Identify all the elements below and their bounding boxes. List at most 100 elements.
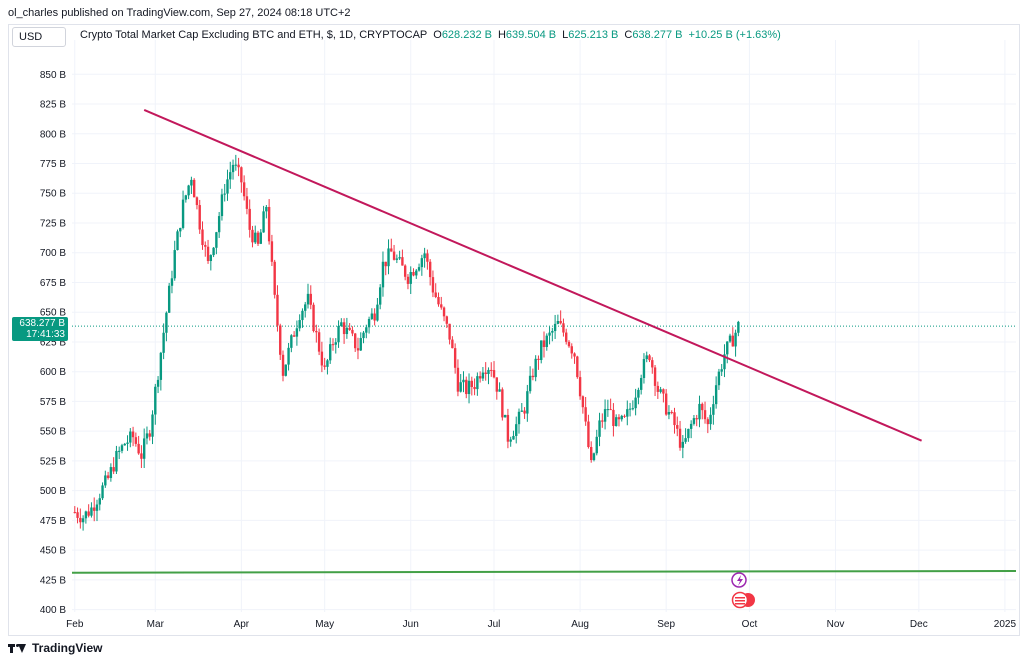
candle-body	[509, 439, 512, 442]
candle-body	[115, 450, 118, 472]
candle-body	[695, 418, 698, 420]
candle-body	[459, 382, 462, 392]
candle-body	[720, 369, 723, 372]
currency-button[interactable]: USD	[12, 27, 66, 47]
candle-body	[595, 436, 598, 454]
candle-body	[659, 389, 662, 392]
candle-body	[603, 409, 607, 422]
footer-brand[interactable]: TradingView	[8, 641, 102, 655]
candle-body	[681, 441, 685, 448]
candle-body	[84, 511, 88, 519]
candle-body	[617, 417, 621, 420]
candle-body	[273, 261, 276, 295]
candle-body	[437, 297, 440, 305]
close-value: 638.277 B	[632, 29, 683, 41]
candle-body	[365, 327, 368, 333]
candle-body	[492, 370, 496, 378]
candle-body	[317, 332, 321, 352]
candle-body	[501, 389, 504, 418]
candle-body	[262, 211, 265, 233]
candle-body	[559, 320, 562, 324]
candle-body	[453, 348, 457, 368]
candle-body	[584, 407, 587, 422]
candle-body	[601, 420, 604, 422]
candle-body	[526, 391, 529, 414]
candle-body	[548, 332, 551, 336]
candle-body	[220, 194, 224, 217]
y-tick-label: 750 B	[40, 189, 66, 200]
candle-body	[337, 326, 340, 343]
candles	[73, 154, 740, 531]
candle-body	[306, 293, 310, 305]
candle-body	[190, 179, 193, 186]
candle-body	[120, 445, 124, 451]
y-tick-label: 425 B	[40, 575, 66, 586]
candle-body	[215, 232, 218, 248]
candle-body	[295, 328, 299, 337]
y-tick-label: 650 B	[40, 308, 66, 319]
y-tick-label: 625 B	[40, 337, 66, 348]
y-tick-label: 700 B	[40, 248, 66, 259]
candle-body	[678, 428, 682, 448]
candle-body	[320, 351, 324, 366]
candle-body	[206, 246, 210, 262]
candle-body	[95, 504, 99, 511]
candle-body	[403, 265, 407, 277]
candle-body	[537, 358, 540, 360]
flag-stripe	[735, 603, 745, 605]
candle-body	[737, 321, 740, 333]
candle-body	[234, 164, 238, 166]
candle-body	[93, 507, 96, 511]
y-tick-label: 475 B	[40, 516, 66, 527]
candle-body	[667, 412, 671, 415]
candle-body	[395, 258, 399, 260]
candle-body	[370, 313, 374, 319]
candle-body	[409, 272, 412, 284]
y-tick-label: 400 B	[40, 605, 66, 616]
candle-body	[517, 411, 521, 425]
candle-body	[142, 438, 146, 459]
candle-body	[445, 316, 449, 324]
candle-body	[726, 341, 729, 355]
candle-body	[204, 245, 207, 247]
candle-body	[248, 208, 251, 230]
candle-body	[426, 253, 429, 262]
candle-body	[98, 498, 101, 505]
candle-body	[709, 414, 712, 425]
x-tick-label: Oct	[742, 619, 758, 630]
candle-body	[145, 433, 149, 439]
x-tick-label: Nov	[827, 619, 845, 630]
candle-body	[376, 304, 379, 321]
candle-body	[362, 332, 365, 339]
candle-body	[484, 372, 487, 375]
candle-body	[495, 377, 498, 392]
candle-body	[620, 415, 623, 420]
y-tick-label: 600 B	[40, 367, 66, 378]
candle-body	[129, 431, 132, 443]
candle-body	[151, 414, 154, 437]
candle-body	[254, 232, 257, 243]
candle-body	[398, 257, 401, 259]
candle-body	[562, 323, 565, 333]
close-label: C	[624, 29, 633, 41]
x-tick-label: Sep	[657, 619, 675, 630]
x-axis: Feb Mar Apr May Jun Jul Aug Sep Oct Nov Dec 2025	[66, 619, 1016, 630]
candle-body	[104, 475, 107, 486]
candle-body	[406, 276, 410, 284]
candle-body	[381, 261, 385, 288]
candle-body	[692, 418, 696, 424]
chart-frame	[8, 24, 1020, 636]
candle-body	[170, 278, 174, 286]
candle-body	[481, 372, 485, 379]
candle-body	[384, 261, 387, 267]
candle-body	[473, 386, 476, 390]
candle-body	[401, 257, 404, 266]
candle-body	[462, 379, 465, 383]
candle-body	[373, 313, 376, 321]
trendline	[143, 109, 922, 442]
candle-body	[714, 385, 718, 405]
open-value: 628.232 B	[441, 29, 492, 41]
candle-body	[231, 164, 235, 173]
candle-body	[354, 333, 357, 349]
